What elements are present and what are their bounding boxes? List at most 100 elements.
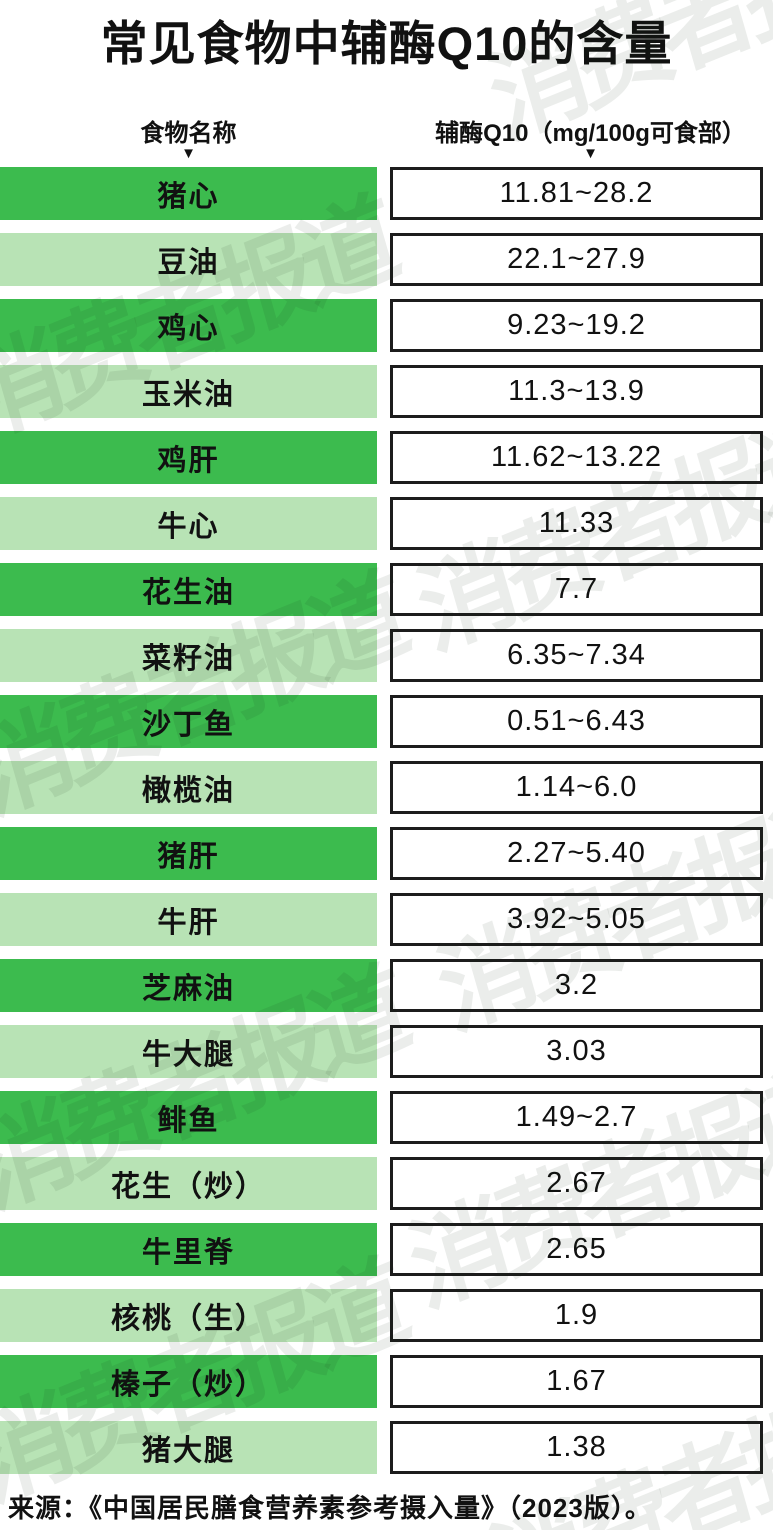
food-name-cell: 橄榄油 bbox=[0, 761, 377, 814]
value-label: 7.7 bbox=[554, 573, 599, 605]
value-label: 11.33 bbox=[538, 507, 615, 539]
food-name-label: 猪大腿 bbox=[141, 1434, 235, 1467]
value-label: 11.81~28.2 bbox=[499, 177, 654, 209]
value-label: 1.67 bbox=[546, 1365, 607, 1397]
value-label: 1.14~6.0 bbox=[515, 771, 638, 803]
food-name-cell: 花生（炒） bbox=[0, 1157, 377, 1210]
food-name-cell: 榛子（炒） bbox=[0, 1355, 377, 1408]
value-label: 2.67 bbox=[546, 1167, 607, 1199]
value-label: 1.49~2.7 bbox=[515, 1101, 638, 1133]
table-row: 芝麻油 3.2 bbox=[0, 959, 773, 1012]
food-name-cell: 豆油 bbox=[0, 233, 377, 286]
table-row: 猪肝 2.27~5.40 bbox=[0, 827, 773, 880]
value-cell: 11.3~13.9 bbox=[390, 365, 763, 418]
value-label: 1.38 bbox=[546, 1431, 607, 1463]
food-name-label: 芝麻油 bbox=[141, 972, 235, 1005]
value-cell: 3.2 bbox=[390, 959, 763, 1012]
source-note: 来源：《中国居民膳食营养素参考摄入量》（2023版）。 bbox=[8, 1493, 652, 1523]
food-name-label: 橄榄油 bbox=[141, 774, 235, 807]
food-name-cell: 猪心 bbox=[0, 167, 377, 220]
food-name-cell: 玉米油 bbox=[0, 365, 377, 418]
value-cell: 9.23~19.2 bbox=[390, 299, 763, 352]
value-label: 11.3~13.9 bbox=[508, 375, 645, 407]
value-label: 3.03 bbox=[546, 1035, 607, 1067]
food-name-label: 沙丁鱼 bbox=[141, 708, 235, 741]
food-name-cell: 花生油 bbox=[0, 563, 377, 616]
value-label: 3.2 bbox=[554, 969, 599, 1001]
value-label: 3.92~5.05 bbox=[507, 903, 646, 935]
arrow-down-icon: ▼ bbox=[583, 145, 598, 162]
value-cell: 1.67 bbox=[390, 1355, 763, 1408]
table-row: 沙丁鱼 0.51~6.43 bbox=[0, 695, 773, 748]
value-label: 11.62~13.22 bbox=[491, 441, 662, 473]
value-cell: 1.38 bbox=[390, 1421, 763, 1474]
food-name-label: 花生（炒） bbox=[110, 1170, 266, 1203]
food-name-cell: 牛肝 bbox=[0, 893, 377, 946]
food-name-label: 牛大腿 bbox=[141, 1038, 235, 1071]
value-cell: 22.1~27.9 bbox=[390, 233, 763, 286]
food-name-label: 核桃（生） bbox=[110, 1302, 266, 1335]
table-row: 花生（炒） 2.67 bbox=[0, 1157, 773, 1210]
table-row: 花生油 7.7 bbox=[0, 563, 773, 616]
food-name-cell: 芝麻油 bbox=[0, 959, 377, 1012]
food-name-cell: 猪肝 bbox=[0, 827, 377, 880]
food-name-cell: 猪大腿 bbox=[0, 1421, 377, 1474]
value-cell: 11.81~28.2 bbox=[390, 167, 763, 220]
table-row: 豆油 22.1~27.9 bbox=[0, 233, 773, 286]
food-name-label: 鲱鱼 bbox=[157, 1104, 220, 1137]
food-name-label: 菜籽油 bbox=[141, 642, 235, 675]
food-name-label: 榛子（炒） bbox=[110, 1368, 266, 1401]
arrow-down-icon: ▼ bbox=[181, 145, 196, 162]
food-name-label: 豆油 bbox=[157, 246, 220, 279]
food-name-cell: 牛里脊 bbox=[0, 1223, 377, 1276]
table-row: 橄榄油 1.14~6.0 bbox=[0, 761, 773, 814]
table-row: 牛心 11.33 bbox=[0, 497, 773, 550]
value-label: 22.1~27.9 bbox=[507, 243, 646, 275]
food-name-label: 猪心 bbox=[157, 180, 220, 213]
table-row: 鲱鱼 1.49~2.7 bbox=[0, 1091, 773, 1144]
food-name-cell: 鸡肝 bbox=[0, 431, 377, 484]
food-name-label: 鸡心 bbox=[157, 312, 220, 345]
value-cell: 1.49~2.7 bbox=[390, 1091, 763, 1144]
table-rows: 猪心 11.81~28.2 豆油 22.1~27.9 鸡心 9.23~19.2 … bbox=[0, 167, 773, 1487]
value-label: 0.51~6.43 bbox=[507, 705, 646, 737]
value-label: 9.23~19.2 bbox=[507, 309, 646, 341]
table-row: 牛大腿 3.03 bbox=[0, 1025, 773, 1078]
value-cell: 1.14~6.0 bbox=[390, 761, 763, 814]
food-name-cell: 菜籽油 bbox=[0, 629, 377, 682]
value-cell: 7.7 bbox=[390, 563, 763, 616]
value-cell: 2.27~5.40 bbox=[390, 827, 763, 880]
table-row: 核桃（生） 1.9 bbox=[0, 1289, 773, 1342]
food-name-cell: 沙丁鱼 bbox=[0, 695, 377, 748]
food-name-label: 牛里脊 bbox=[141, 1236, 235, 1269]
value-label: 6.35~7.34 bbox=[507, 639, 646, 671]
food-name-label: 花生油 bbox=[141, 576, 235, 609]
table-row: 猪心 11.81~28.2 bbox=[0, 167, 773, 220]
column-header-food: 食物名称 bbox=[140, 120, 237, 147]
table-row: 牛里脊 2.65 bbox=[0, 1223, 773, 1276]
value-cell: 3.03 bbox=[390, 1025, 763, 1078]
column-header-value: 辅酶Q10（mg/100g可食部） bbox=[435, 120, 746, 147]
food-name-label: 玉米油 bbox=[141, 378, 235, 411]
value-cell: 1.9 bbox=[390, 1289, 763, 1342]
food-name-label: 猪肝 bbox=[157, 840, 220, 873]
value-cell: 11.62~13.22 bbox=[390, 431, 763, 484]
page-title: 常见食物中辅酶Q10的含量 bbox=[100, 17, 673, 70]
value-cell: 0.51~6.43 bbox=[390, 695, 763, 748]
table-row: 菜籽油 6.35~7.34 bbox=[0, 629, 773, 682]
food-name-cell: 核桃（生） bbox=[0, 1289, 377, 1342]
table-row: 猪大腿 1.38 bbox=[0, 1421, 773, 1474]
table-row: 玉米油 11.3~13.9 bbox=[0, 365, 773, 418]
table-row: 榛子（炒） 1.67 bbox=[0, 1355, 773, 1408]
value-label: 2.65 bbox=[546, 1233, 607, 1265]
food-name-cell: 牛大腿 bbox=[0, 1025, 377, 1078]
value-label: 2.27~5.40 bbox=[507, 837, 646, 869]
food-name-cell: 鸡心 bbox=[0, 299, 377, 352]
food-name-cell: 鲱鱼 bbox=[0, 1091, 377, 1144]
food-name-label: 牛心 bbox=[157, 510, 220, 543]
value-cell: 2.65 bbox=[390, 1223, 763, 1276]
value-cell: 6.35~7.34 bbox=[390, 629, 763, 682]
value-label: 1.9 bbox=[554, 1299, 599, 1331]
table-row: 鸡肝 11.62~13.22 bbox=[0, 431, 773, 484]
